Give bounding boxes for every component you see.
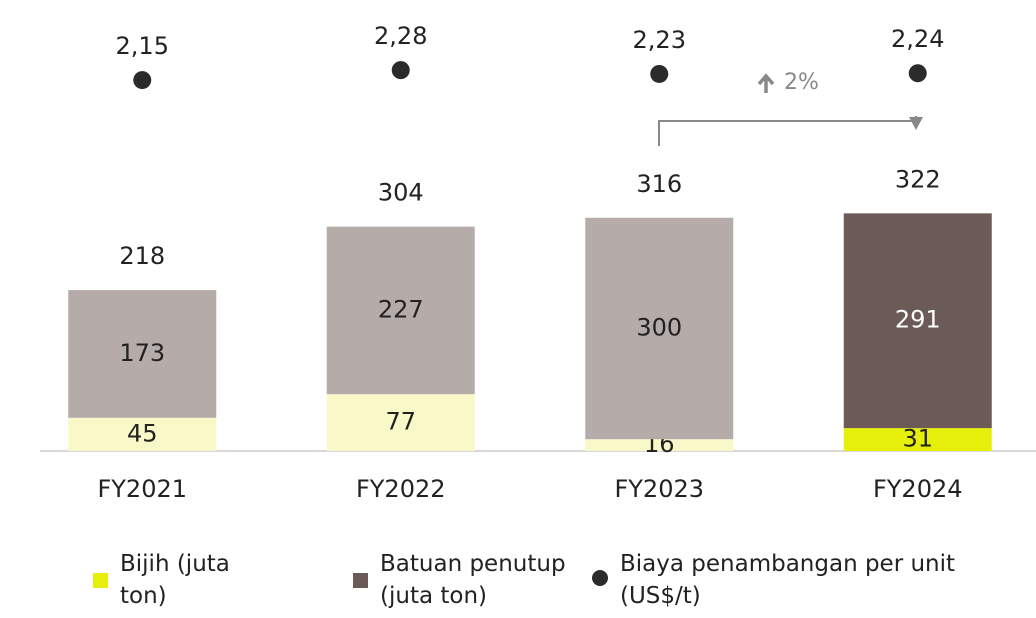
x-tick-label: FY2024: [873, 475, 963, 503]
dot-label: 2,15: [116, 32, 169, 60]
bar-segment: [585, 217, 734, 440]
legend-swatch: [353, 573, 368, 588]
legend-swatch: [592, 570, 608, 586]
x-tick-label: FY2022: [356, 475, 446, 503]
legend-label: Biaya penambangan per unit (US$/t): [620, 551, 956, 609]
bar-segment: [843, 428, 992, 451]
x-tick-label: FY2021: [97, 475, 187, 503]
cost-dot: [650, 64, 669, 83]
x-tick-label: FY2023: [614, 475, 704, 503]
total-label: 316: [636, 170, 682, 198]
legend-label: Bijih (juta ton): [120, 551, 230, 609]
bar-segment: [68, 290, 217, 418]
total-label: 304: [378, 179, 424, 207]
dot-label: 2,28: [374, 22, 427, 50]
legend-item: Biaya penambangan per unit (US$/t): [592, 548, 1020, 612]
legend-item: Bijih (juta ton): [93, 548, 250, 612]
annotation: 2%: [784, 70, 819, 95]
dot-label: 2,24: [891, 25, 944, 53]
cost-dot: [133, 71, 152, 90]
legend-label: Batuan penutup (juta ton): [380, 551, 566, 609]
bracket: [658, 116, 917, 146]
segment-label: 173: [119, 339, 165, 367]
bar-segment: [326, 394, 475, 451]
dot-label: 2,23: [633, 26, 686, 54]
total-label: 218: [119, 242, 165, 270]
cost-dot: [908, 64, 927, 83]
cost-dot: [391, 61, 410, 80]
segment-label: 45: [127, 419, 158, 447]
up-arrow: [757, 73, 775, 93]
legend-item: Batuan penutup (juta ton): [353, 548, 600, 612]
total-label: 322: [895, 165, 941, 193]
bar-segment: [843, 213, 992, 429]
bar-segment: [68, 417, 217, 451]
segment-label: 300: [636, 313, 682, 341]
bar-segment: [585, 439, 734, 451]
bracket-arrow: [909, 117, 923, 130]
bar-segment: [326, 226, 475, 395]
legend-swatch: [93, 573, 108, 588]
segment-label: 291: [895, 306, 941, 334]
segment-label: 31: [902, 425, 933, 453]
segment-label: 227: [378, 295, 424, 323]
segment-label: 77: [385, 408, 416, 436]
